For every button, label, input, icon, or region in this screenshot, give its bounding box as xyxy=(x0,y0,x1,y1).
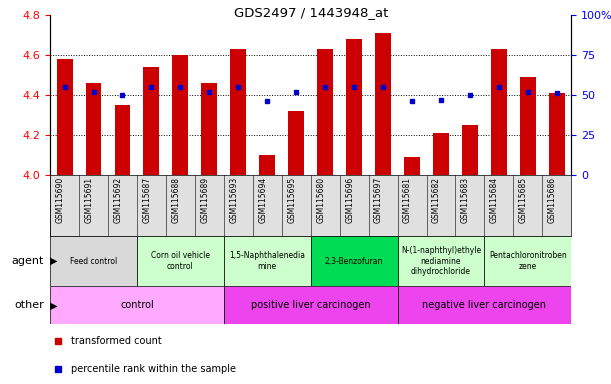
Text: GSM115694: GSM115694 xyxy=(258,177,267,223)
Text: ▶: ▶ xyxy=(49,256,57,266)
Bar xyxy=(462,125,478,175)
Bar xyxy=(398,286,571,324)
Bar xyxy=(137,236,224,286)
Text: GSM115696: GSM115696 xyxy=(345,177,354,223)
Bar xyxy=(57,59,73,175)
Text: negative liver carcinogen: negative liver carcinogen xyxy=(422,300,546,310)
Bar xyxy=(549,93,565,175)
Text: GSM115697: GSM115697 xyxy=(374,177,383,223)
Text: GSM115689: GSM115689 xyxy=(200,177,210,223)
Text: N-(1-naphthyl)ethyle
nediamine
dihydrochloride: N-(1-naphthyl)ethyle nediamine dihydroch… xyxy=(401,246,481,276)
Bar xyxy=(50,236,137,286)
Bar xyxy=(491,49,507,175)
Text: GSM115690: GSM115690 xyxy=(56,177,65,223)
Text: ▶: ▶ xyxy=(49,300,57,310)
Text: GSM115686: GSM115686 xyxy=(548,177,557,223)
Bar xyxy=(433,133,449,175)
Bar xyxy=(375,33,391,175)
Text: GSM115688: GSM115688 xyxy=(172,177,180,223)
Bar xyxy=(288,111,304,175)
Text: GSM115685: GSM115685 xyxy=(519,177,528,223)
Bar xyxy=(172,55,188,175)
Text: Feed control: Feed control xyxy=(70,257,117,266)
Text: 1,5-Naphthalenedia
mine: 1,5-Naphthalenedia mine xyxy=(229,252,306,271)
Bar xyxy=(230,49,246,175)
Bar xyxy=(485,236,571,286)
Text: agent: agent xyxy=(12,256,44,266)
Bar xyxy=(346,39,362,175)
Text: 2,3-Benzofuran: 2,3-Benzofuran xyxy=(325,257,383,266)
Text: GSM115692: GSM115692 xyxy=(114,177,122,223)
Text: percentile rank within the sample: percentile rank within the sample xyxy=(71,364,236,374)
Text: GSM115695: GSM115695 xyxy=(287,177,296,223)
Bar xyxy=(259,155,275,175)
Text: GSM115684: GSM115684 xyxy=(490,177,499,223)
Bar xyxy=(311,236,398,286)
Text: GSM115691: GSM115691 xyxy=(84,177,93,223)
Text: control: control xyxy=(120,300,154,310)
Text: transformed count: transformed count xyxy=(71,336,162,346)
Text: GSM115681: GSM115681 xyxy=(403,177,412,223)
Bar xyxy=(202,83,218,175)
Bar xyxy=(224,236,311,286)
Bar xyxy=(114,105,131,175)
Bar xyxy=(144,67,159,175)
Bar xyxy=(86,83,101,175)
Bar xyxy=(50,286,224,324)
Text: GSM115683: GSM115683 xyxy=(461,177,470,223)
Bar xyxy=(317,49,333,175)
Text: other: other xyxy=(14,300,44,310)
Bar xyxy=(224,286,398,324)
Text: Corn oil vehicle
control: Corn oil vehicle control xyxy=(151,252,210,271)
Bar xyxy=(398,236,485,286)
Text: GSM115693: GSM115693 xyxy=(229,177,238,223)
Bar xyxy=(404,157,420,175)
Text: GSM115687: GSM115687 xyxy=(142,177,152,223)
Bar xyxy=(520,77,536,175)
Text: positive liver carcinogen: positive liver carcinogen xyxy=(251,300,370,310)
Text: GSM115682: GSM115682 xyxy=(432,177,441,223)
Text: GDS2497 / 1443948_at: GDS2497 / 1443948_at xyxy=(233,6,388,19)
Text: Pentachloronitroben
zene: Pentachloronitroben zene xyxy=(489,252,567,271)
Text: GSM115680: GSM115680 xyxy=(316,177,325,223)
